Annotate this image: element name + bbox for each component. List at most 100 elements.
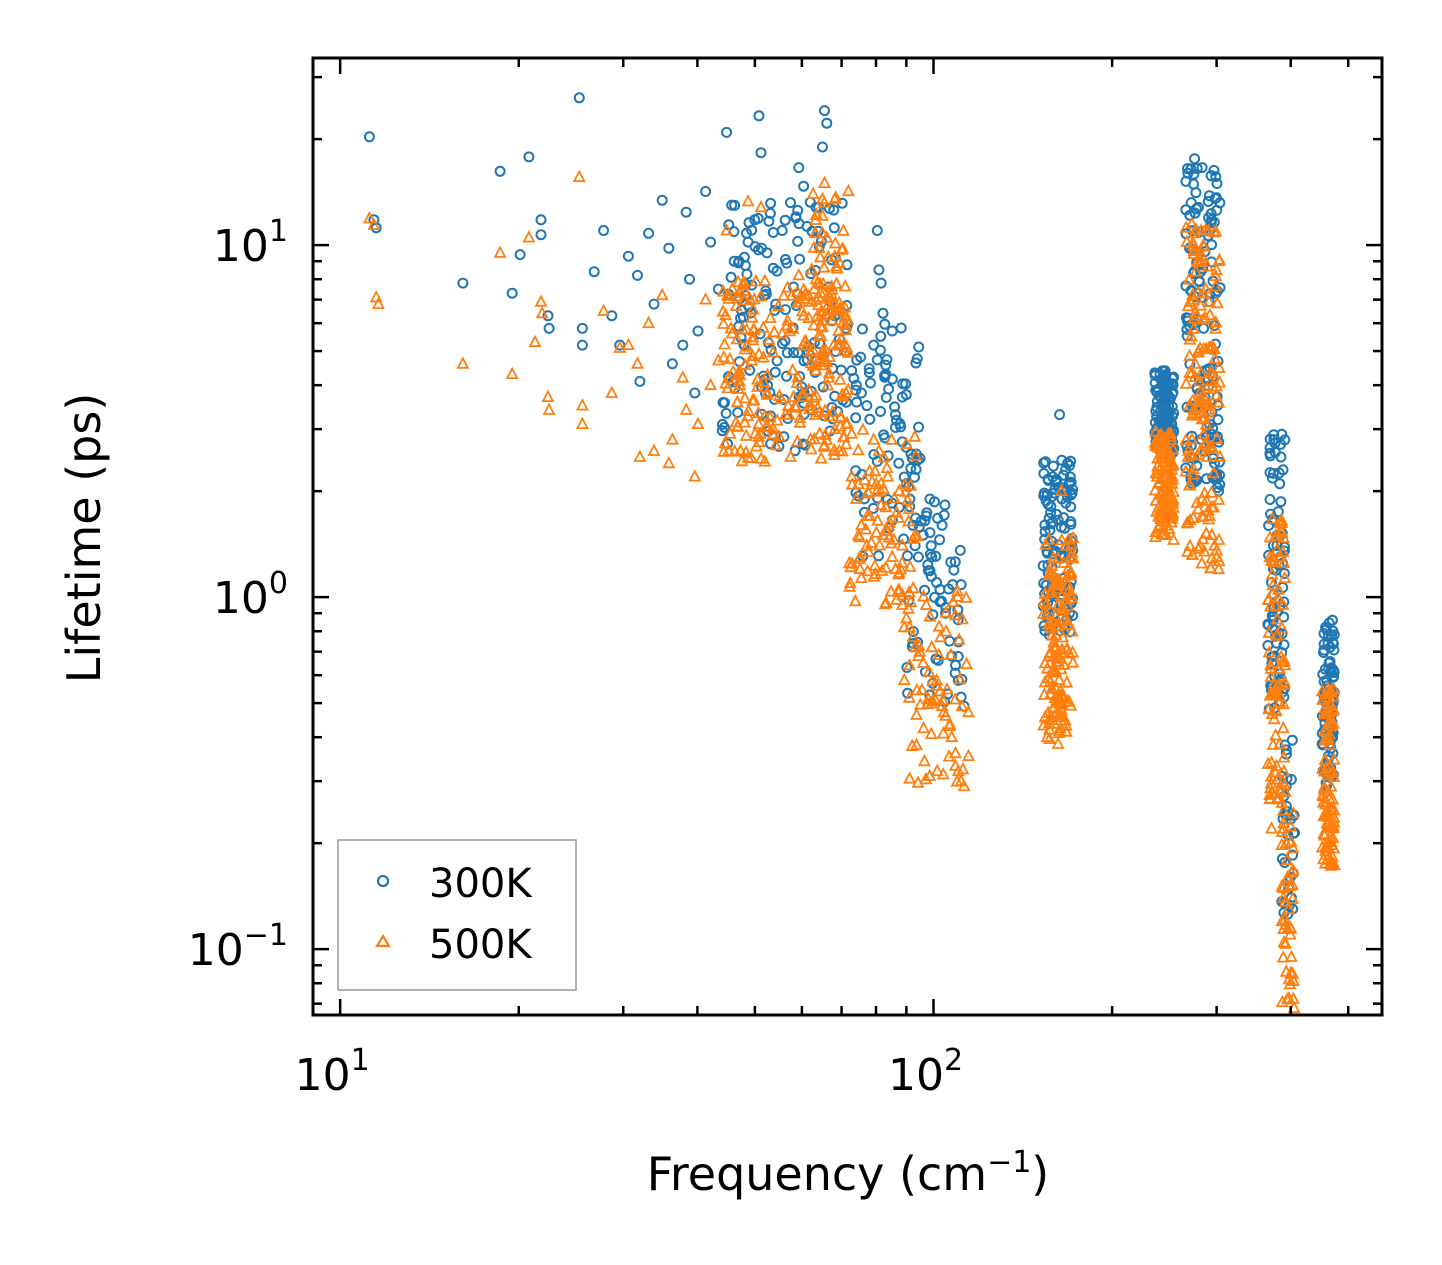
data-point-500k	[719, 307, 733, 321]
data-point-300k	[1153, 390, 1165, 402]
data-point-500k	[741, 408, 755, 422]
data-point-300k	[494, 165, 506, 177]
data-point-500k	[1156, 491, 1170, 504]
data-point-300k	[1211, 204, 1223, 216]
data-point-500k	[1193, 253, 1207, 266]
data-point-500k	[1316, 787, 1330, 801]
data-point-300k	[1327, 664, 1339, 676]
data-point-500k	[1265, 755, 1278, 768]
data-point-500k	[804, 442, 818, 455]
data-point-300k	[769, 366, 781, 378]
data-point-500k	[956, 612, 969, 625]
data-point-500k	[796, 389, 809, 403]
data-point-500k	[679, 402, 693, 415]
data-point-500k	[676, 370, 690, 383]
data-point-500k	[786, 321, 800, 334]
data-point-500k	[816, 342, 830, 356]
data-point-300k	[875, 330, 887, 342]
data-point-500k	[1037, 594, 1051, 607]
data-point-500k	[1191, 541, 1205, 554]
data-point-500k	[633, 449, 647, 462]
data-point-300k	[1045, 518, 1057, 530]
y-tick-label: 10−1	[188, 918, 288, 976]
data-point-300k	[883, 383, 895, 395]
data-point-300k	[940, 602, 952, 613]
data-point-500k	[722, 291, 736, 304]
data-point-300k	[850, 379, 862, 391]
data-point-500k	[816, 319, 830, 333]
data-point-500k	[1196, 531, 1210, 545]
data-point-300k	[506, 287, 518, 299]
data-point-500k	[805, 294, 819, 307]
data-point-300k	[1045, 507, 1057, 519]
data-point-500k	[1191, 285, 1205, 298]
data-point-500k	[1179, 464, 1193, 477]
data-point-300k	[1326, 614, 1338, 626]
data-point-500k	[1160, 447, 1173, 460]
data-point-300k	[868, 339, 880, 351]
data-point-500k	[908, 639, 922, 653]
data-point-300k	[886, 325, 898, 337]
data-point-500k	[921, 691, 935, 705]
data-point-500k	[865, 474, 879, 487]
data-point-500k	[1321, 784, 1335, 797]
data-point-300k	[905, 462, 917, 474]
data-point-300k	[1278, 568, 1290, 579]
data-point-500k	[1209, 315, 1223, 328]
data-point-500k	[1322, 759, 1336, 772]
data-point-300k	[755, 147, 767, 159]
data-point-500k	[371, 296, 385, 310]
data-point-500k	[1212, 360, 1226, 374]
data-point-500k	[1270, 627, 1284, 640]
data-point-300k	[1274, 478, 1286, 490]
data-point-500k	[1153, 517, 1167, 531]
data-point-500k	[1197, 544, 1211, 557]
data-point-500k	[815, 225, 829, 238]
data-point-300k	[1285, 774, 1297, 785]
data-point-500k	[722, 288, 736, 301]
data-point-500k	[1277, 890, 1290, 903]
data-point-500k	[1273, 549, 1287, 562]
data-point-500k	[949, 745, 962, 759]
data-point-500k	[456, 356, 470, 369]
data-point-500k	[688, 469, 702, 482]
data-point-500k	[951, 583, 964, 597]
data-point-500k	[1276, 880, 1290, 894]
data-point-300k	[1264, 433, 1276, 445]
data-point-300k	[634, 375, 646, 387]
data-point-500k	[860, 538, 874, 551]
data-point-500k	[833, 303, 847, 317]
data-point-300k	[924, 565, 936, 577]
data-point-500k	[738, 415, 752, 428]
data-point-500k	[766, 421, 780, 435]
data-point-500k	[1205, 338, 1219, 352]
data-point-500k	[1042, 567, 1056, 581]
data-point-500k	[895, 538, 909, 551]
data-point-500k	[845, 469, 859, 482]
data-point-500k	[1271, 582, 1285, 595]
data-point-500k	[780, 318, 794, 331]
data-point-500k	[1149, 424, 1163, 437]
data-point-500k	[1207, 465, 1221, 479]
data-point-500k	[816, 208, 829, 221]
data-point-300k	[1192, 201, 1204, 213]
data-point-300k	[1275, 496, 1287, 508]
data-point-500k	[813, 250, 827, 263]
data-point-500k	[928, 692, 942, 705]
data-point-500k	[948, 607, 962, 621]
data-point-500k	[792, 267, 806, 281]
data-point-500k	[1278, 911, 1292, 925]
data-point-300k	[1267, 467, 1279, 479]
data-point-300k	[792, 204, 804, 216]
data-point-500k	[642, 315, 656, 329]
data-point-300k	[666, 358, 678, 370]
data-point-500k	[1180, 516, 1194, 529]
data-point-500k	[1162, 521, 1176, 534]
data-point-500k	[926, 693, 940, 706]
data-point-300k	[765, 197, 777, 209]
data-point-500k	[917, 753, 931, 767]
data-point-500k	[748, 426, 762, 439]
data-point-500k	[877, 449, 891, 463]
data-point-500k	[754, 199, 768, 213]
data-point-300k	[936, 519, 948, 531]
